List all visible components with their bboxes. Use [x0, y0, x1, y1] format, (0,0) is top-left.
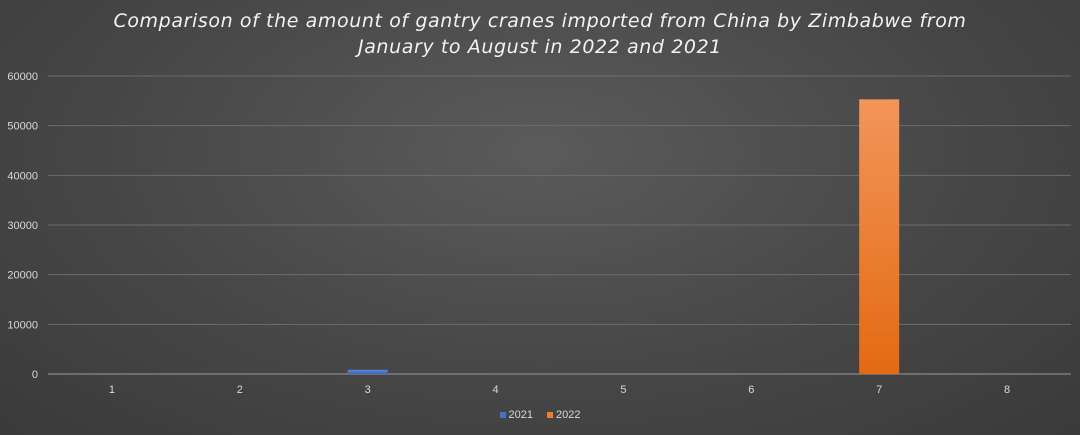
x-axis: 1 2 3 4 5 6 7 8 [109, 384, 1010, 396]
y-tick-label: 0 [32, 369, 38, 381]
y-tick-label: 10000 [7, 319, 38, 331]
bar-2022-7 [859, 99, 900, 375]
x-tick-label: 6 [748, 384, 754, 396]
x-tick-label: 4 [493, 384, 499, 396]
x-tick-label: 3 [365, 384, 371, 396]
chart-title: Comparison of the amount of gantry crane… [113, 10, 967, 58]
legend-item-2021: 2021 [499, 409, 533, 421]
y-tick-label: 50000 [7, 121, 38, 133]
x-tick-label: 1 [109, 384, 115, 396]
legend-label-2022: 2022 [556, 409, 581, 421]
y-tick-label: 20000 [7, 270, 38, 282]
legend-swatch-2021 [499, 412, 506, 418]
y-axis: 0 10000 20000 30000 40000 50000 60000 [7, 71, 38, 381]
y-tick-label: 40000 [7, 170, 38, 182]
x-tick-label: 8 [1004, 384, 1010, 396]
legend: 2021 2022 [0, 409, 1080, 421]
bars [347, 99, 900, 375]
gridlines [48, 75, 1071, 375]
y-tick-label: 30000 [7, 220, 38, 232]
bar-2021-3 [347, 369, 388, 374]
legend-label-2021: 2021 [508, 409, 533, 421]
x-tick-label: 2 [237, 384, 243, 396]
legend-item-2022: 2022 [547, 409, 580, 421]
x-tick-label: 5 [620, 384, 626, 396]
legend-swatch-2022 [547, 412, 553, 418]
x-tick-label: 7 [876, 384, 882, 396]
y-tick-label: 60000 [7, 71, 38, 83]
